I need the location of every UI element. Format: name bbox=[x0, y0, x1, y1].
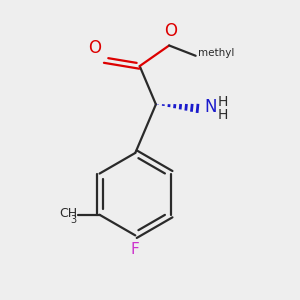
Text: N: N bbox=[204, 98, 216, 116]
Text: CH: CH bbox=[59, 207, 77, 220]
Text: O: O bbox=[164, 22, 177, 40]
Text: 3: 3 bbox=[70, 215, 76, 225]
Text: H: H bbox=[218, 95, 228, 109]
Text: H: H bbox=[218, 108, 228, 122]
Text: O: O bbox=[88, 39, 101, 57]
Text: methyl: methyl bbox=[198, 48, 234, 58]
Text: F: F bbox=[131, 242, 140, 257]
